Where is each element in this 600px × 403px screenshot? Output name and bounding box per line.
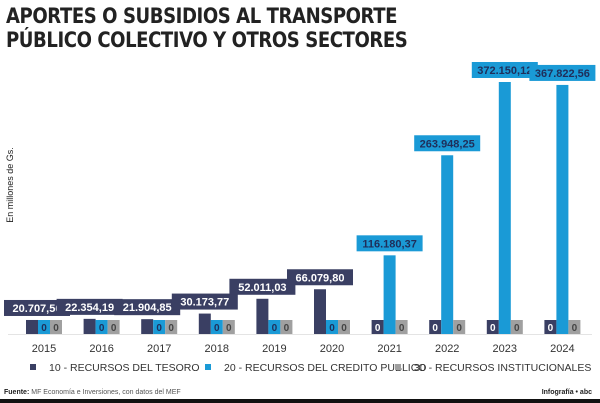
value-label-1-2022: 263.948,25: [420, 138, 475, 150]
bar-0-2022: [429, 320, 442, 334]
bar-2-2018: [222, 320, 235, 334]
bar-1-2016: [95, 320, 108, 334]
zero-label-2-2019: 0: [284, 323, 290, 334]
value-label-box-0-2017: [114, 299, 181, 316]
bar-2-2015: [50, 320, 62, 334]
value-label-1-2021: 116.180,37: [362, 238, 416, 250]
x-tick-2019: 2019: [262, 343, 286, 355]
bar-1-2018: [210, 320, 223, 334]
source-text: MF Economía e Inversiones, con datos del…: [31, 389, 181, 396]
zero-label-2-2020: 0: [341, 323, 347, 334]
x-tick-2020: 2020: [320, 343, 344, 355]
value-label-box-1-2024: [529, 64, 596, 81]
value-label-box-0-2016: [56, 298, 123, 315]
zero-label-1-2015: 0: [41, 323, 47, 334]
bar-1-2020: [326, 320, 338, 334]
bar-2-2019: [280, 320, 293, 334]
value-label-box-1-2023: [471, 61, 538, 78]
bar-0-2020: [314, 289, 326, 334]
bar-1-2015: [38, 320, 50, 334]
x-tick-2023: 2023: [493, 343, 517, 355]
legend-label-2: 30 - RECURSOS INSTITUCIONALES: [414, 362, 591, 374]
zero-label-1-2017: 0: [156, 323, 162, 334]
zero-label-2-2022: 0: [456, 323, 462, 334]
bar-1-2021: [383, 255, 396, 334]
bar-1-2019: [268, 320, 281, 334]
zero-label-1-2018: 0: [214, 323, 220, 334]
value-label-box-1-2021: [356, 235, 423, 252]
bar-2-2017: [165, 320, 178, 334]
bar-1-2023: [498, 81, 511, 335]
credit: Infografía • abc: [541, 389, 592, 396]
zero-label-1-2020: 0: [329, 323, 335, 334]
zero-label-2-2024: 0: [572, 323, 578, 334]
value-label-0-2020: 66.079,80: [296, 272, 345, 284]
bar-0-2024: [544, 320, 557, 334]
zero-label-1-2019: 0: [272, 323, 278, 334]
x-tick-2021: 2021: [377, 343, 401, 355]
value-label-box-0-2020: [287, 269, 353, 286]
x-tick-2018: 2018: [205, 343, 229, 355]
zero-label-0-2023: 0: [490, 323, 496, 334]
source-label: Fuente:: [4, 389, 30, 396]
bar-2-2020: [338, 320, 350, 334]
value-label-box-0-2018: [171, 293, 238, 310]
bar-0-2021: [371, 320, 384, 334]
value-label-0-2019: 52.011,03: [238, 282, 286, 294]
bar-2-2024: [568, 320, 581, 334]
zero-label-2-2023: 0: [514, 323, 520, 334]
bar-2-2021: [395, 320, 408, 334]
bar-1-2022: [441, 155, 454, 334]
value-label-box-0-2015: [4, 299, 70, 316]
x-tick-2017: 2017: [147, 343, 171, 355]
zero-label-0-2024: 0: [548, 323, 554, 334]
zero-label-2-2015: 0: [53, 323, 59, 334]
bar-2-2022: [453, 320, 466, 334]
x-tick-2024: 2024: [550, 343, 574, 355]
bar-0-2017: [141, 319, 154, 334]
legend-label-1: 20 - RECURSOS DEL CREDITO PUBLICO: [224, 362, 426, 374]
bar-0-2023: [486, 320, 499, 334]
legend-swatch-2: [395, 364, 401, 370]
value-label-box-0-2019: [229, 278, 296, 295]
value-label-1-2024: 367.822,56: [535, 68, 590, 80]
bar-1-2024: [556, 84, 569, 334]
value-label-0-2017: 21.904,85: [123, 302, 172, 314]
zero-label-0-2021: 0: [375, 323, 381, 334]
bar-0-2019: [256, 298, 269, 334]
source-note: Fuente: MF Economía e Inversiones, con d…: [4, 389, 181, 396]
value-label-0-2015: 20.707,56: [13, 303, 62, 315]
title-line-1: APORTES O SUBSIDIOS AL TRANSPORTE: [6, 4, 398, 28]
bar-0-2018: [198, 313, 211, 334]
bottom-bar: [0, 399, 600, 403]
value-label-box-1-2022: [414, 135, 481, 152]
legend-label-0: 10 - RECURSOS DEL TESORO: [49, 362, 200, 374]
value-label-0-2016: 22.354,19: [65, 302, 114, 314]
zero-label-0-2022: 0: [432, 323, 438, 334]
bar-0-2016: [83, 318, 96, 334]
value-label-1-2023: 372.150,12: [477, 65, 532, 77]
x-tick-2016: 2016: [89, 343, 113, 355]
zero-label-2-2021: 0: [399, 323, 405, 334]
bar-0-2015: [26, 319, 38, 334]
zero-label-2-2017: 0: [168, 323, 174, 334]
chart-title: APORTES O SUBSIDIOS AL TRANSPORTE PÚBLIC…: [6, 4, 408, 52]
value-label-0-2018: 30.173,77: [180, 297, 229, 309]
bar-2-2023: [510, 320, 523, 334]
bar-1-2017: [153, 320, 166, 334]
x-tick-2015: 2015: [32, 343, 56, 355]
x-tick-2022: 2022: [435, 343, 459, 355]
zero-label-1-2016: 0: [99, 323, 105, 334]
zero-label-2-2018: 0: [226, 323, 232, 334]
bar-2-2016: [107, 320, 120, 334]
legend-swatch-0: [30, 364, 36, 370]
title-line-2: PÚBLICO COLECTIVO Y OTROS SECTORES: [6, 28, 408, 52]
zero-label-2-2016: 0: [111, 323, 117, 334]
legend-swatch-1: [205, 364, 211, 370]
